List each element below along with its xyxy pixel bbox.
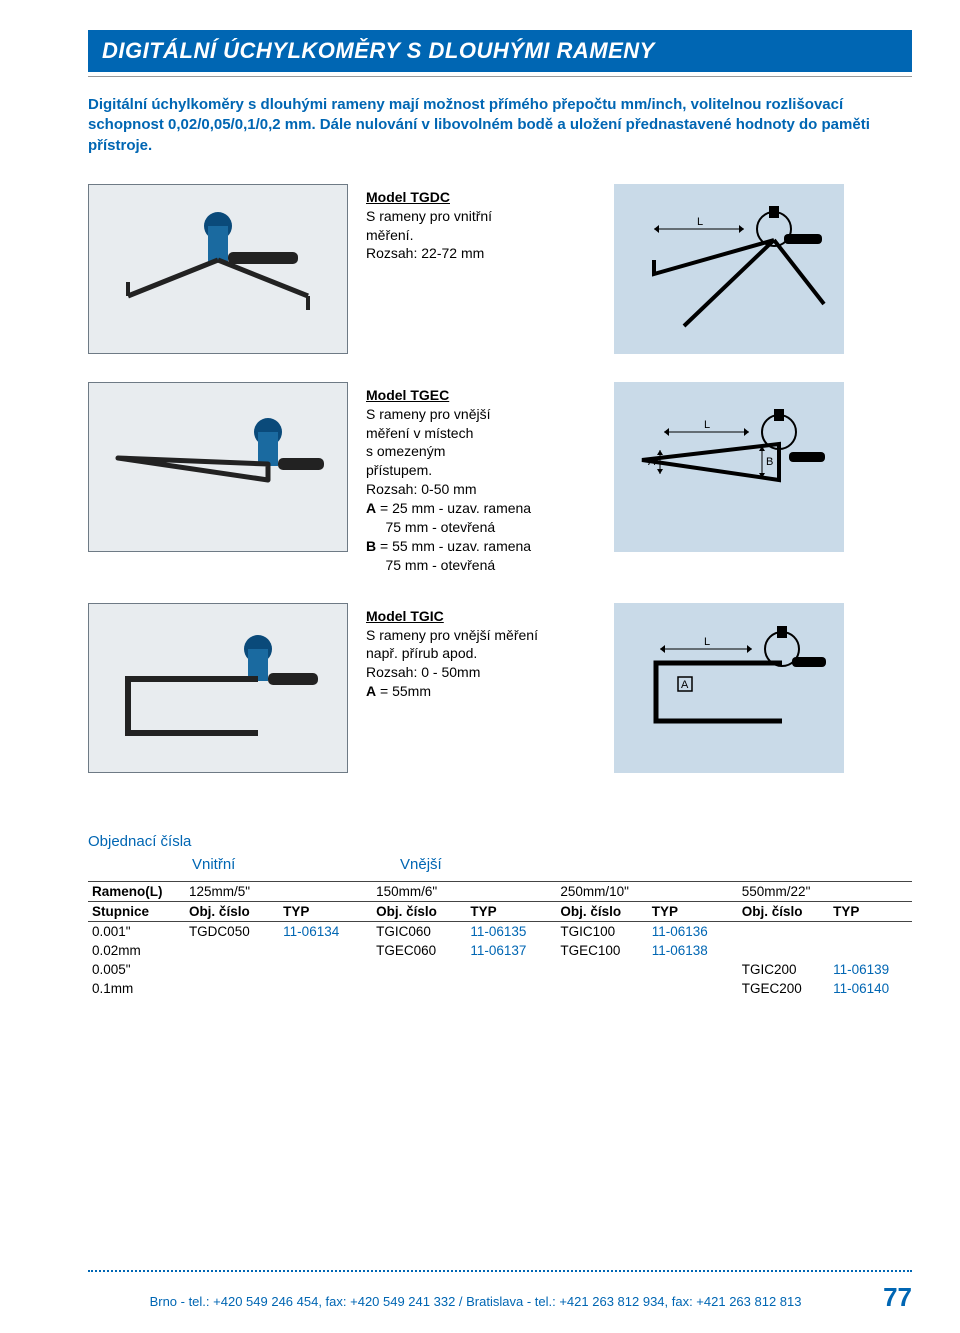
desc-line: 75 mm - otevřená (366, 518, 596, 537)
models-section: Model TGDC S rameny pro vnitřní měření. … (88, 184, 912, 773)
desc-line: A = 55mm (366, 682, 596, 701)
model-name: Model TGIC (366, 607, 596, 626)
desc-line: Rozsah: 22-72 mm (366, 244, 596, 263)
footer-contact: Brno - tel.: +420 549 246 454, fax: +420… (88, 1294, 863, 1309)
table-row-headers: Stupnice Obj. čísloTYP Obj. čísloTYP Obj… (88, 902, 912, 922)
page-footer: Brno - tel.: +420 549 246 454, fax: +420… (0, 1270, 960, 1313)
model-desc-tgec: Model TGEC S rameny pro vnější měření v … (366, 382, 596, 575)
page-number: 77 (883, 1282, 912, 1313)
label-A: A (648, 456, 656, 468)
desc-line: např. přírub apod. (366, 644, 596, 663)
label-A: A (681, 679, 689, 691)
table-row: 0.1mm TGEC20011-06140 (88, 979, 912, 998)
table-row: 0.005" TGIC20011-06139 (88, 960, 912, 979)
product-photo-tgdc (88, 184, 348, 354)
model-desc-tgdc: Model TGDC S rameny pro vnitřní měření. … (366, 184, 596, 264)
diagram-tgdc: L (614, 184, 844, 354)
model-name: Model TGEC (366, 386, 596, 405)
diagram-tgec: L A B (614, 382, 844, 552)
ordering-section: Objednací čísla Vnitřní Vnější Rameno(L)… (88, 833, 912, 998)
label-L: L (704, 419, 710, 431)
desc-line: s omezeným (366, 442, 596, 461)
label-L: L (704, 636, 710, 648)
ordering-outer-label: Vnější (400, 856, 912, 873)
desc-line: S rameny pro vnější (366, 405, 596, 424)
model-desc-tgic: Model TGIC S rameny pro vnější měření na… (366, 603, 596, 701)
title-underline (88, 76, 912, 77)
table-row: 0.001" TGDC05011-06134 TGIC06011-06135 T… (88, 922, 912, 941)
model-name: Model TGDC (366, 188, 596, 207)
intro-text: Digitální úchylkoměry s dlouhými rameny … (88, 95, 912, 156)
ordering-table: Rameno(L) 125mm/5" 150mm/6" 250mm/10" 55… (88, 881, 912, 998)
desc-line: Rozsah: 0-50 mm (366, 480, 596, 499)
desc-line: měření v místech (366, 424, 596, 443)
ordering-title: Objednací čísla (88, 833, 912, 850)
footer-dots (88, 1270, 912, 1272)
model-row-tgec: Model TGEC S rameny pro vnější měření v … (88, 382, 912, 575)
product-photo-tgic (88, 603, 348, 773)
label-B: B (766, 456, 773, 468)
desc-line: 75 mm - otevřená (366, 556, 596, 575)
desc-line: A = 25 mm - uzav. ramena (366, 499, 596, 518)
desc-line: B = 55 mm - uzav. ramena (366, 537, 596, 556)
desc-line: Rozsah: 0 - 50mm (366, 663, 596, 682)
table-row: 0.02mm TGEC06011-06137 TGEC10011-06138 (88, 941, 912, 960)
model-row-tgdc: Model TGDC S rameny pro vnitřní měření. … (88, 184, 912, 354)
desc-line: přístupem. (366, 461, 596, 480)
product-photo-tgec (88, 382, 348, 552)
desc-line: S rameny pro vnitřní (366, 207, 596, 226)
model-row-tgic: Model TGIC S rameny pro vnější měření na… (88, 603, 912, 773)
diagram-tgic: L A (614, 603, 844, 773)
desc-line: S rameny pro vnější měření (366, 626, 596, 645)
page-title: DIGITÁLNÍ ÚCHYLKOMĚRY S DLOUHÝMI RAMENY (88, 30, 912, 72)
ordering-inner-label: Vnitřní (192, 856, 400, 873)
table-row-sizes: Rameno(L) 125mm/5" 150mm/6" 250mm/10" 55… (88, 882, 912, 902)
desc-line: měření. (366, 226, 596, 245)
label-L: L (697, 216, 703, 228)
